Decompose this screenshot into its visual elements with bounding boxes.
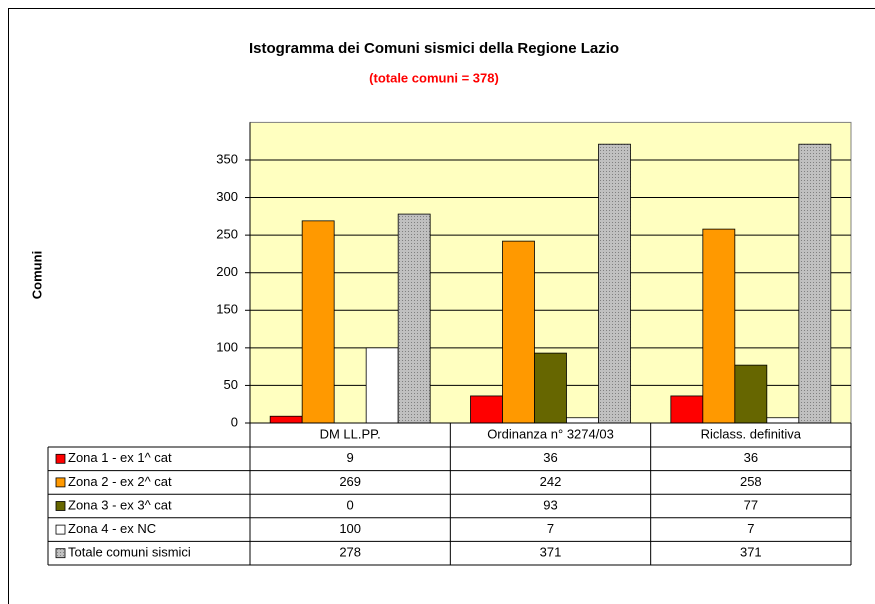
legend-label: Totale comuni sismici [68,545,191,560]
table-value: 371 [740,545,762,560]
legend-key [55,477,66,488]
bar [470,395,503,424]
table-value: 77 [744,497,758,512]
table-value: 36 [744,450,758,465]
y-tick-label: 350 [216,151,238,166]
bar [798,143,832,424]
legend-label: Zona 4 - ex NC [68,521,156,536]
table-value: 93 [543,497,557,512]
y-tick-label: 50 [224,377,238,392]
legend-label: Zona 2 - ex 2^ cat [68,474,172,489]
legend-label: Zona 1 - ex 1^ cat [68,450,172,465]
table-value: 371 [540,545,562,560]
legend-key [55,548,66,559]
legend-label: Zona 3 - ex 3^ cat [68,497,172,512]
bar [269,415,303,424]
table-value: 9 [347,450,354,465]
table-value: 269 [339,474,361,489]
bar [365,347,399,424]
table-value: 7 [547,521,554,536]
table-value: 258 [740,474,762,489]
bar [397,213,431,424]
bar [766,417,800,424]
y-tick-label: 150 [216,302,238,317]
table-value: 36 [543,450,557,465]
bar [301,220,335,424]
bar [502,240,535,424]
table-value: 278 [339,545,361,560]
x-tick-label: Ordinanza n° 3274/03 [487,426,614,441]
bar [534,352,567,424]
table-value: 100 [339,521,361,536]
table-value: 242 [540,474,562,489]
legend-key [55,524,66,535]
bar [670,395,704,424]
table-value: 7 [747,521,754,536]
x-tick-label: DM LL.PP. [320,426,381,441]
x-tick-label: Riclass. definitiva [701,426,802,441]
y-tick-label: 250 [216,227,238,242]
legend-key [55,453,66,464]
y-tick-label: 100 [216,339,238,354]
y-axis-label: Comuni [29,251,44,299]
y-tick-label: 200 [216,264,238,279]
chart-subtitle: (totale comuni = 378) [369,70,499,85]
bar [598,143,631,424]
bar [734,364,768,424]
bar [702,228,736,424]
y-tick-label: 300 [216,189,238,204]
legend-key [55,501,66,511]
table-value: 0 [347,497,354,512]
chart-title: Istogramma dei Comuni sismici della Regi… [249,40,619,57]
bar [566,417,599,424]
y-tick-label: 0 [231,414,238,429]
